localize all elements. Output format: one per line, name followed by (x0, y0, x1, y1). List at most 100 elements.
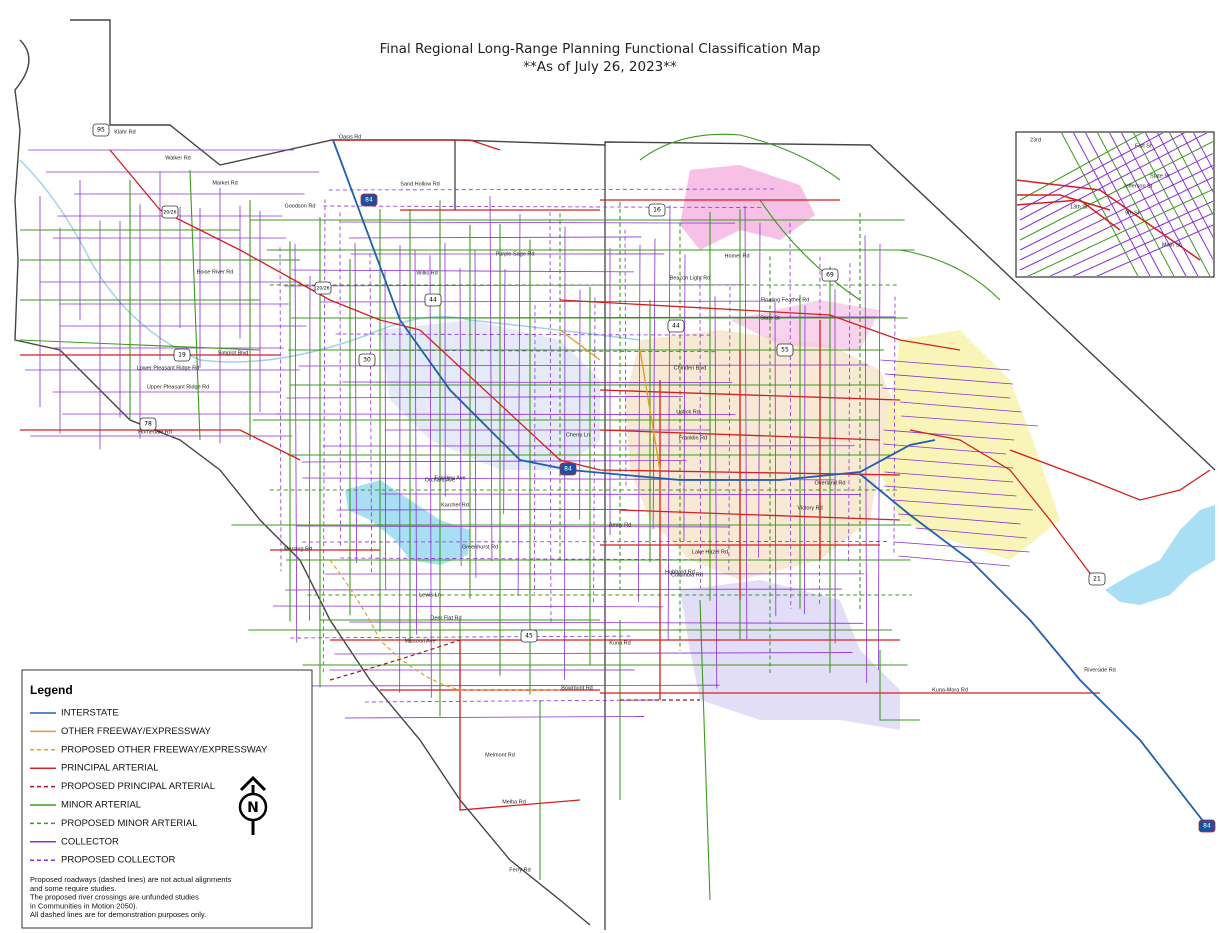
road (429, 255, 432, 698)
road (894, 541, 1030, 553)
shield-body (173, 348, 191, 362)
road-label: Upper Pleasant Ridge Rd (147, 384, 209, 390)
road (284, 284, 745, 287)
shield-label: 55 (781, 347, 789, 354)
road-label: Lewis Ln (419, 592, 441, 598)
road (1097, 133, 1175, 276)
inset-roads (1017, 133, 1213, 276)
shield-body (776, 343, 794, 357)
road (384, 269, 387, 590)
road (774, 300, 777, 617)
inset-label: Jefferson St (1123, 183, 1153, 189)
highway-shield: 19 (173, 348, 191, 362)
highway-shield: 84 (1198, 819, 1216, 833)
road (1019, 176, 1213, 271)
road (1073, 133, 1151, 276)
road-label: Ferry Rd (509, 867, 530, 873)
road (291, 269, 635, 273)
shield-body (358, 353, 376, 367)
road-label: Beacon Light Rd (670, 275, 711, 281)
road-label: Walker Rd (165, 155, 190, 161)
legend-note: Proposed roadways (dashed lines) are not… (30, 875, 232, 884)
road-label: Karcher Rd (441, 502, 469, 508)
legend-label: OTHER FREEWAY/EXPRESSWAY (61, 726, 212, 737)
road (20, 139, 961, 461)
road (1169, 133, 1213, 216)
roads (19, 133, 1211, 901)
shield-label: 95 (97, 127, 105, 134)
north-arrow-head (239, 775, 267, 792)
road (1019, 133, 1208, 231)
legend-note: in Communities in Motion 2050). (30, 901, 138, 910)
legend-note: The proposed river crossings are unfunde… (30, 893, 199, 902)
road (285, 588, 843, 591)
road (683, 254, 686, 542)
highway-shield: 45 (520, 629, 538, 643)
road (1072, 212, 1213, 276)
road (549, 212, 552, 625)
shield-label: 20/26 (317, 286, 330, 292)
road (1145, 133, 1213, 261)
north-arrow: N (238, 775, 268, 835)
highway-shields: 84 84 84 20/26 20/26 44 44 55 16 19 69 45 21 78 95 30 (92, 123, 1216, 833)
road (559, 329, 661, 471)
road-label: Marsing Rd (284, 546, 312, 552)
shield-body (559, 462, 577, 476)
legend-label: PROPOSED MINOR ARTERIAL (61, 818, 198, 829)
road (336, 509, 627, 511)
shield-label: 44 (672, 323, 680, 330)
road-label: Deer Flat Rd (430, 615, 461, 621)
road-label: Chinden Blvd (674, 365, 707, 371)
road-label: Lake Hazel Rd (692, 549, 728, 555)
road-label: Greenhurst Rd (462, 544, 498, 550)
shield-body (1198, 819, 1216, 833)
road (884, 373, 1014, 385)
map-title: Final Regional Long-Range Planning Funct… (380, 41, 821, 57)
road (593, 297, 596, 606)
road (898, 555, 1011, 567)
highway-shield: 55 (776, 343, 794, 357)
road (1133, 133, 1211, 276)
shield-label: 69 (826, 272, 834, 279)
inset-frame (1015, 131, 1215, 278)
road-label: Hubbard Rd (665, 569, 695, 575)
road (893, 296, 896, 556)
highway-shield: 69 (821, 268, 839, 282)
road-label: Bowmont Rd (561, 685, 593, 691)
map-subtitle: **As of July 26, 2023** (523, 59, 677, 75)
road-label: Missouri Ave (404, 638, 435, 644)
road (1085, 133, 1163, 276)
road (1049, 200, 1213, 276)
road (1017, 194, 1111, 211)
road (294, 244, 298, 643)
road (301, 460, 687, 463)
highway-shield: 30 (358, 353, 376, 367)
road (789, 223, 792, 609)
road (884, 471, 1014, 483)
road (295, 525, 731, 528)
road-label: Lower Pleasant Ridge Rd (137, 365, 199, 371)
road-label: Simplot Blvd (218, 350, 249, 356)
road-labels: Oasis Rd Walker Rd Market Rd Klahr Rd Goodso… (114, 129, 1115, 873)
highway-shield: 44 (424, 293, 442, 307)
legend-title: Legend (30, 683, 73, 697)
road (19, 169, 300, 441)
road (882, 387, 1011, 399)
road-label: Overland Rd (815, 480, 846, 486)
inset-label: 9th St (1125, 210, 1140, 216)
legend-note: All dashed lines are for demonstration p… (30, 910, 206, 919)
road-label: Riverside Rd (1084, 667, 1115, 673)
north-arrow-ring (238, 792, 268, 822)
highway-shield: 84 (360, 193, 378, 207)
road (1096, 224, 1213, 276)
shield-label: 21 (1093, 576, 1101, 583)
road (915, 527, 1027, 539)
road-label: Ustick Rd (676, 409, 700, 415)
inset-map: 23rd Fort St State St Jefferson St 13th St 9t… (1015, 131, 1215, 278)
road (901, 415, 1038, 427)
road-label: Market Rd (212, 180, 237, 186)
legend-label: PROPOSED COLLECTOR (61, 855, 176, 866)
road (334, 652, 853, 655)
road (1061, 133, 1139, 276)
road (340, 221, 736, 224)
